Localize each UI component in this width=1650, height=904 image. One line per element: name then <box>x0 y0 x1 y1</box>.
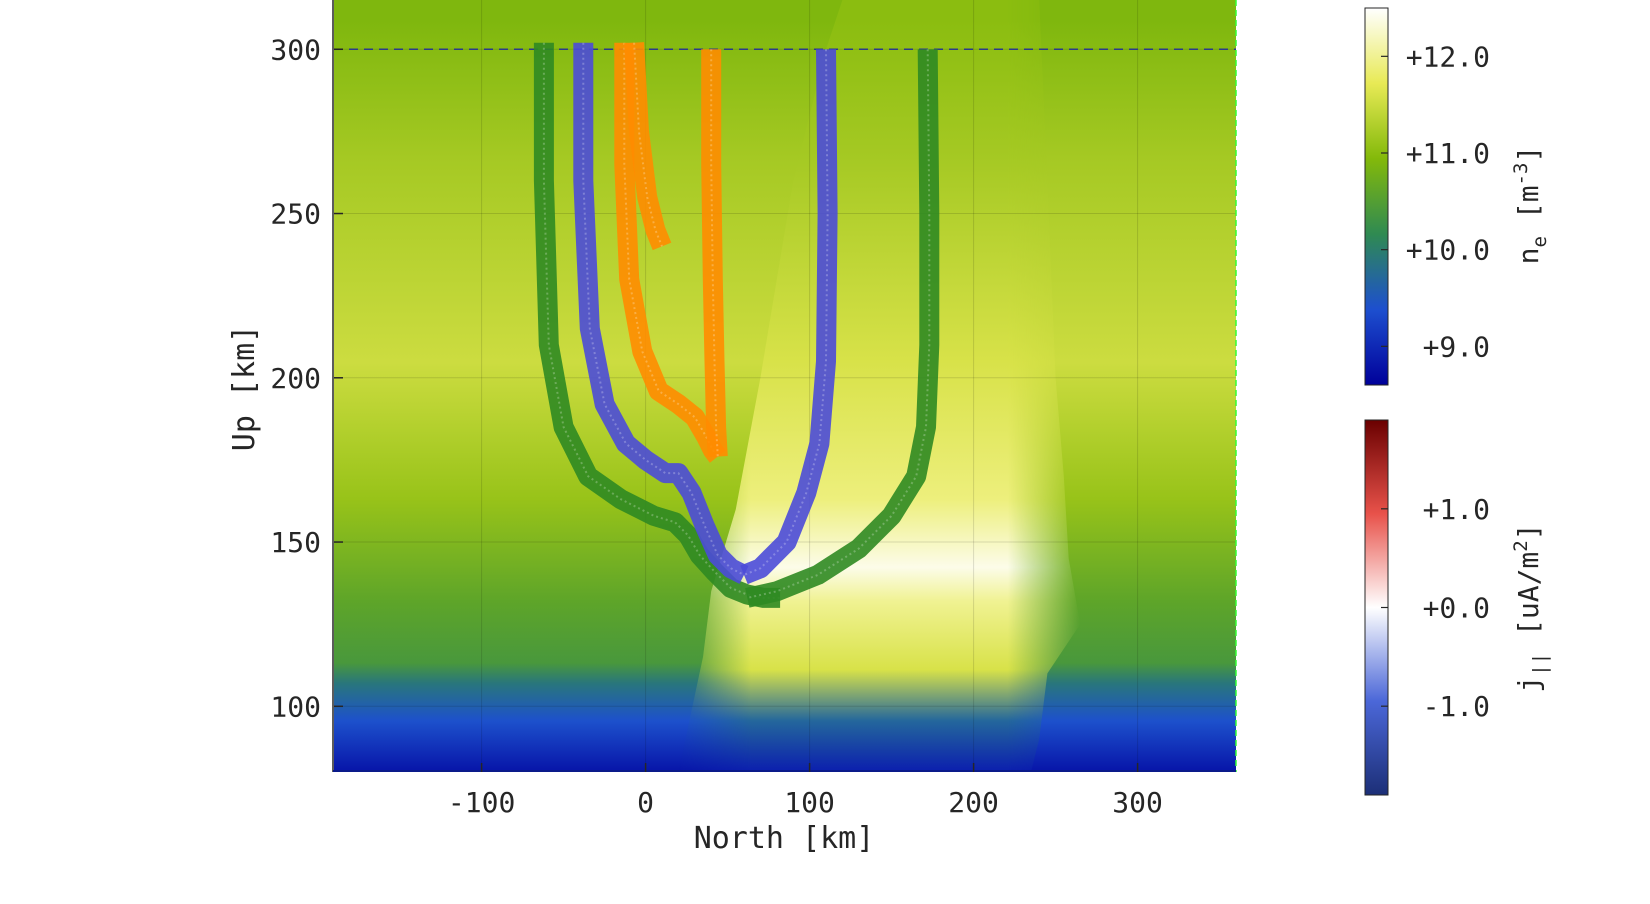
colorbar-density-ticks: +9.0 +10.0 +11.0 +12.0 <box>1381 40 1490 363</box>
flux-tube <box>740 49 838 585</box>
x-axis-label: North [km] <box>694 821 875 856</box>
current-unit-prefix: [uA/m <box>1512 552 1545 636</box>
x-tick-label: 200 <box>948 786 999 819</box>
y-tick-label: 250 <box>270 198 321 231</box>
current-unit-suffix: ] <box>1512 523 1545 540</box>
y-tick-label: 100 <box>270 690 321 723</box>
colorbar-tick-label: +12.0 <box>1406 40 1490 73</box>
colorbar-current-ticks: -1.0 +0.0 +1.0 <box>1381 493 1490 723</box>
auroral-density-field <box>334 0 1236 772</box>
y-tick-label: 150 <box>270 526 321 559</box>
flux-tube-series-0 <box>533 42 940 608</box>
colorbar-tick-label: +1.0 <box>1423 493 1490 526</box>
x-tick-label: 300 <box>1112 786 1163 819</box>
flux-tube <box>533 42 781 608</box>
flux-tube-series-2 <box>614 42 728 463</box>
axes: -100 0 100 200 300 100 150 200 250 300 North [km… <box>227 0 1237 856</box>
colorbar-current-label: j|| [uA/m2] <box>1510 523 1551 692</box>
current-subscript: || <box>1529 653 1551 676</box>
flux-tube-texture <box>633 42 663 247</box>
colorbar-tick-label: +10.0 <box>1406 234 1490 267</box>
current-unit-exponent: 2 <box>1510 540 1532 551</box>
density-space <box>1512 219 1545 236</box>
flux-tube-texture <box>542 42 781 599</box>
flux-tube-texture <box>747 49 931 599</box>
y-tick-label: 200 <box>270 362 321 395</box>
current-symbol: j <box>1512 676 1545 693</box>
colorbar-density-bar <box>1364 7 1389 386</box>
y-axis-ticks: 100 150 200 250 300 <box>270 33 343 723</box>
density-subscript: e <box>1529 236 1551 247</box>
x-tick-label: 100 <box>784 786 835 819</box>
density-unit-suffix: ] <box>1512 146 1545 163</box>
flux-tube-texture <box>582 42 745 576</box>
density-unit-exponent: -3 <box>1510 163 1532 186</box>
x-tick-label: -100 <box>448 786 515 819</box>
flux-tube-lines <box>533 42 940 608</box>
colorbar-tick-label: -1.0 <box>1423 690 1490 723</box>
y-tick-label: 300 <box>270 33 321 66</box>
x-tick-label: 0 <box>637 786 654 819</box>
colorbar-density-label: ne [m-3] <box>1510 146 1551 265</box>
colorbar-tick-label: +9.0 <box>1423 330 1490 363</box>
flux-tube <box>624 42 672 251</box>
density-unit-prefix: [m <box>1512 185 1545 219</box>
colorbar-current: -1.0 +0.0 +1.0 j|| [uA/m2] <box>1364 419 1551 796</box>
x-axis-ticks: -100 0 100 200 300 <box>448 763 1163 819</box>
colorbar-tick-label: +0.0 <box>1423 592 1490 625</box>
plot-area <box>334 0 1236 772</box>
density-symbol: n <box>1512 247 1545 264</box>
flux-tube-series-1 <box>573 42 838 585</box>
colorbar-tick-label: +11.0 <box>1406 137 1490 170</box>
flux-tube <box>573 42 749 584</box>
flux-tube <box>701 49 728 458</box>
colorbar-density: +9.0 +10.0 +11.0 +12.0 ne [m-3] <box>1364 7 1551 386</box>
flux-tube <box>745 49 940 608</box>
flux-tube-texture <box>710 49 719 457</box>
y-axis-label: Up [km] <box>227 325 262 451</box>
current-space <box>1512 636 1545 653</box>
